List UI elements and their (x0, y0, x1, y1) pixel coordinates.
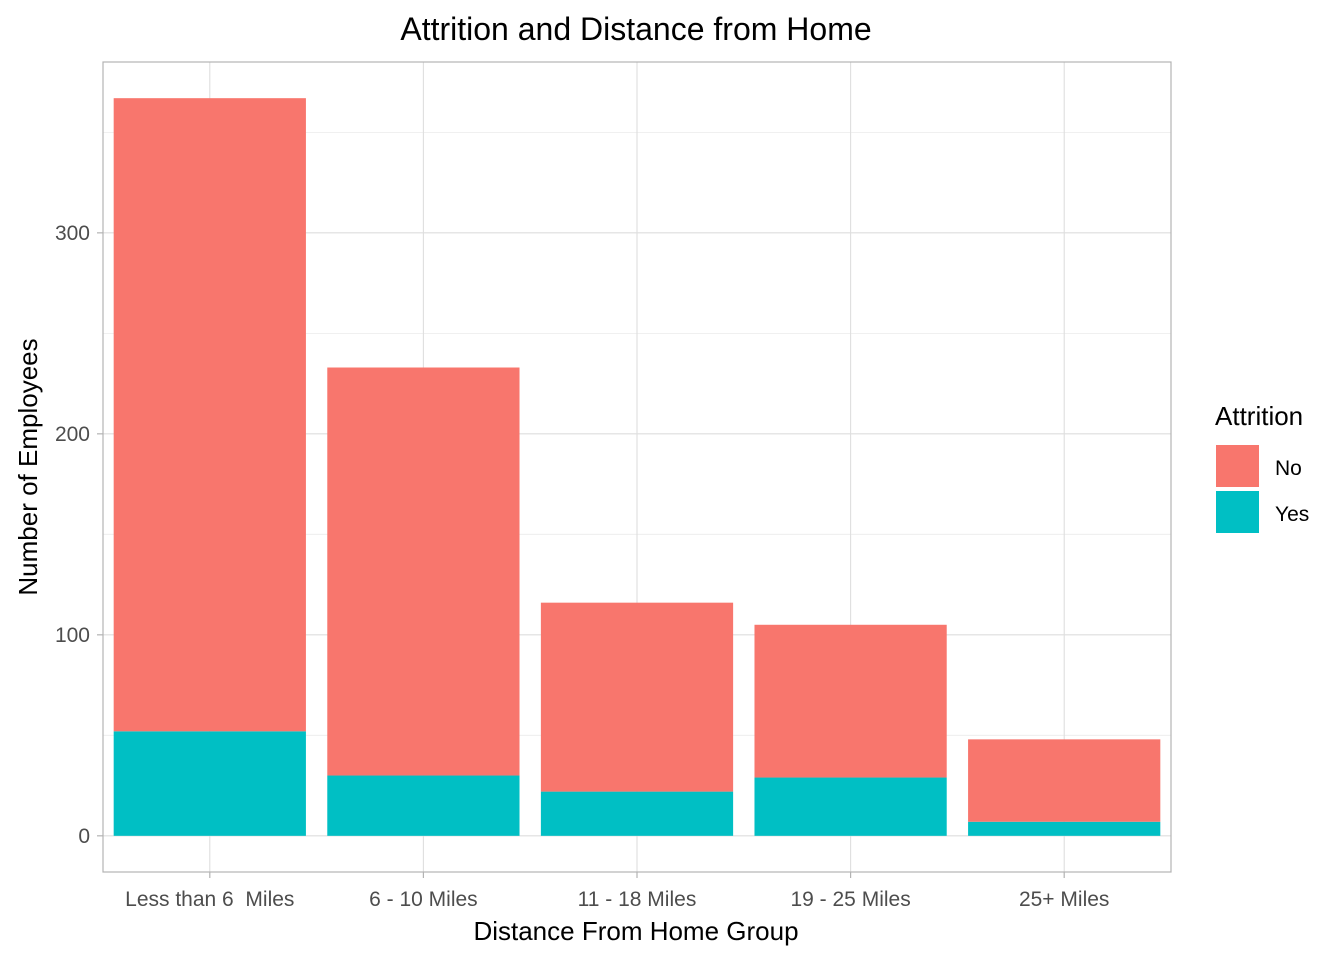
x-tick-label: 19 - 25 Miles (790, 888, 910, 911)
bar-yes-3 (754, 777, 947, 836)
x-axis: Less than 6 Miles 6 - 10 Miles 11 - 18 Mil… (125, 872, 1109, 911)
bar-no-1 (327, 367, 520, 776)
x-tick-label: 6 - 10 Miles (369, 888, 478, 911)
x-axis-title: Distance From Home Group (473, 916, 798, 946)
x-tick-label: 11 - 18 Miles (578, 888, 697, 911)
legend-label-no: No (1275, 457, 1302, 480)
chart-title: Attrition and Distance from Home (400, 11, 871, 47)
bar-yes-1 (327, 775, 520, 836)
legend-label-yes: Yes (1275, 503, 1309, 526)
legend: Attrition No Yes (1215, 401, 1309, 533)
y-axis-title: Number of Employees (13, 338, 43, 595)
y-tick-label: 100 (55, 624, 90, 647)
x-tick-label: Less than 6 Miles (125, 888, 294, 911)
bar-yes-0 (113, 731, 306, 836)
legend-title: Attrition (1215, 401, 1303, 431)
bar-no-4 (968, 739, 1161, 822)
bar-no-0 (113, 98, 306, 732)
legend-key-no (1216, 445, 1259, 487)
bar-no-2 (540, 602, 734, 792)
bar-yes-2 (540, 791, 734, 836)
y-tick-label: 0 (78, 825, 90, 848)
bar-no-3 (754, 624, 947, 778)
y-tick-label: 200 (55, 423, 90, 446)
x-tick-label: 25+ Miles (1019, 888, 1109, 911)
y-tick-label: 300 (55, 222, 90, 245)
y-axis: 0 100 200 300 (55, 222, 103, 848)
bars (113, 98, 1161, 836)
bar-yes-4 (968, 821, 1161, 836)
legend-key-yes (1216, 491, 1259, 533)
